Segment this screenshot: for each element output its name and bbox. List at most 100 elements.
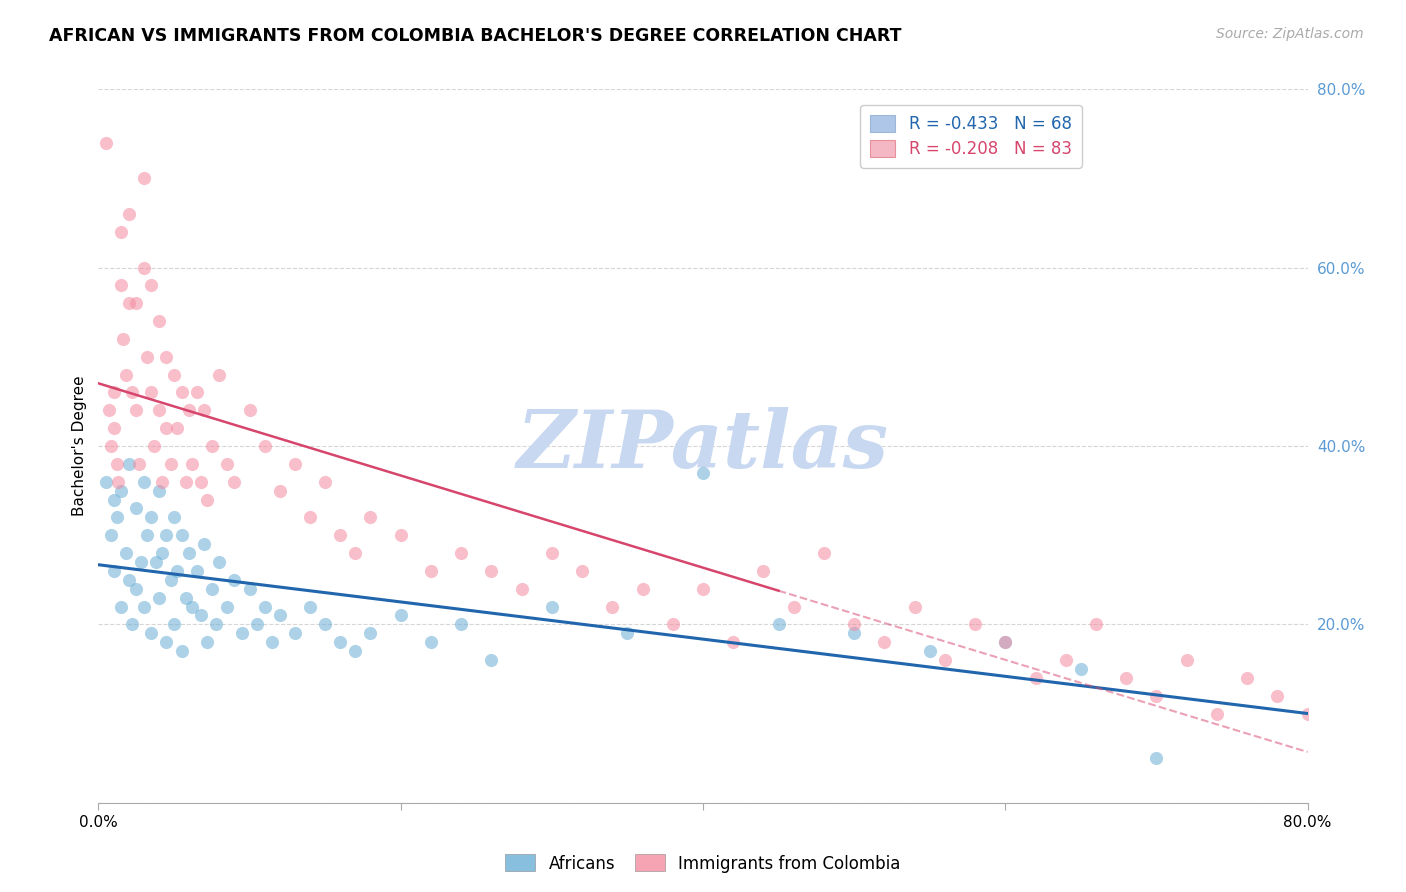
Point (160, 573, 183, 587)
Point (844, 617, 866, 632)
Point (1144, 751, 1167, 765)
Point (110, 599, 132, 614)
Point (103, 564, 125, 578)
Point (329, 528, 352, 542)
Point (360, 626, 382, 640)
Point (143, 439, 166, 453)
Point (111, 332, 134, 346)
Text: ZIPatlas: ZIPatlas (517, 408, 889, 484)
Point (602, 599, 624, 614)
Point (148, 403, 170, 417)
Point (844, 626, 866, 640)
Point (181, 599, 204, 614)
Point (904, 599, 927, 614)
Point (105, 457, 128, 471)
Point (166, 564, 188, 578)
Point (918, 644, 941, 658)
Point (150, 475, 173, 489)
Y-axis label: Bachelor's Degree: Bachelor's Degree (72, 376, 87, 516)
Point (118, 207, 141, 221)
Point (201, 439, 224, 453)
Point (571, 564, 593, 578)
Point (299, 599, 322, 614)
Point (269, 483, 291, 498)
Legend: Africans, Immigrants from Colombia: Africans, Immigrants from Colombia (499, 847, 907, 880)
Point (481, 564, 503, 578)
Point (752, 564, 775, 578)
Point (190, 608, 212, 623)
Point (94, 136, 117, 150)
Point (193, 537, 215, 551)
Point (253, 599, 276, 614)
Point (125, 403, 148, 417)
Legend: R = -0.433   N = 68, R = -0.208   N = 83: R = -0.433 N = 68, R = -0.208 N = 83 (860, 104, 1081, 168)
Point (125, 501, 148, 516)
Point (94, 475, 117, 489)
Point (135, 528, 157, 542)
Point (114, 546, 136, 560)
Point (208, 555, 231, 569)
Point (100, 528, 122, 542)
Point (299, 510, 322, 524)
Point (1115, 671, 1137, 685)
Point (201, 582, 224, 596)
Point (141, 385, 163, 400)
Point (110, 278, 132, 293)
Point (125, 296, 148, 310)
Point (114, 368, 136, 382)
Point (186, 564, 208, 578)
Point (163, 617, 186, 632)
Point (1296, 706, 1319, 721)
Point (208, 368, 231, 382)
Point (179, 403, 201, 417)
Point (148, 483, 170, 498)
Point (723, 635, 745, 649)
Point (1175, 653, 1198, 667)
Point (692, 466, 714, 480)
Point (155, 635, 177, 649)
Point (253, 439, 276, 453)
Point (195, 635, 218, 649)
Point (103, 492, 125, 507)
Point (155, 350, 177, 364)
Point (166, 421, 188, 435)
Point (98, 403, 121, 417)
Point (783, 599, 806, 614)
Point (121, 385, 143, 400)
Point (813, 546, 835, 560)
Point (170, 644, 193, 658)
Point (934, 653, 956, 667)
Point (121, 617, 143, 632)
Point (215, 599, 238, 614)
Point (269, 608, 291, 623)
Point (118, 296, 141, 310)
Point (132, 260, 155, 275)
Point (181, 457, 204, 471)
Point (1236, 671, 1258, 685)
Point (155, 528, 177, 542)
Point (450, 617, 472, 632)
Point (129, 555, 152, 569)
Point (1054, 653, 1077, 667)
Point (994, 635, 1017, 649)
Point (1267, 689, 1289, 703)
Point (110, 483, 132, 498)
Point (148, 314, 170, 328)
Point (145, 555, 167, 569)
Point (231, 626, 253, 640)
Point (141, 278, 163, 293)
Point (965, 617, 987, 632)
Point (1070, 662, 1092, 676)
Point (329, 635, 352, 649)
Point (118, 573, 141, 587)
Point (873, 635, 896, 649)
Point (284, 457, 307, 471)
Point (510, 582, 533, 596)
Point (420, 635, 443, 649)
Point (141, 510, 163, 524)
Point (170, 385, 193, 400)
Point (100, 439, 122, 453)
Text: AFRICAN VS IMMIGRANTS FROM COLOMBIA BACHELOR'S DEGREE CORRELATION CHART: AFRICAN VS IMMIGRANTS FROM COLOMBIA BACH… (49, 27, 901, 45)
Point (160, 457, 183, 471)
Point (246, 617, 269, 632)
